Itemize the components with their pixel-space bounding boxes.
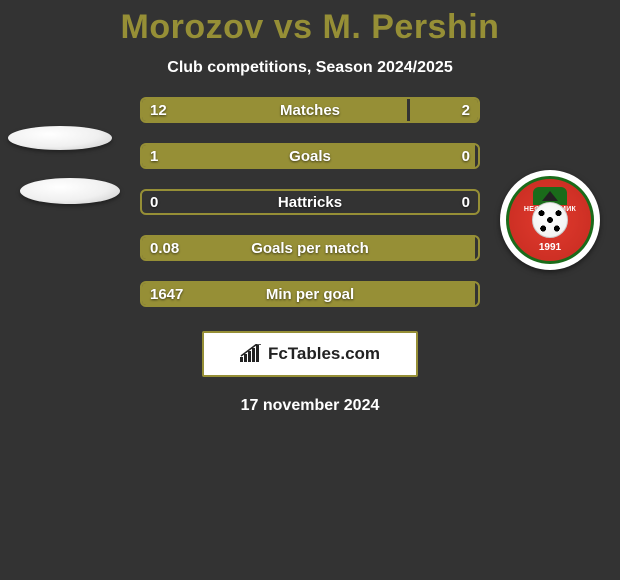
stat-label: Matches	[140, 97, 480, 123]
stat-label: Min per goal	[140, 281, 480, 307]
left-ellipse-badge	[8, 126, 112, 150]
page-title: Morozov vs M. Pershin	[0, 0, 620, 47]
left-ellipse-badge	[20, 178, 120, 204]
club-badge-inner: НЕФТЕХИМИК 1991	[506, 176, 594, 264]
stat-value-right: 2	[462, 97, 470, 123]
brand-text: FcTables.com	[268, 344, 380, 364]
stat-row: 0Hattricks0	[140, 189, 480, 215]
stat-label: Goals per match	[140, 235, 480, 261]
brand-box: FcTables.com	[202, 331, 418, 377]
subtitle: Club competitions, Season 2024/2025	[0, 59, 620, 77]
date-text: 17 november 2024	[0, 397, 620, 415]
bar-chart-icon	[240, 344, 262, 364]
club-badge-right: НЕФТЕХИМИК 1991	[500, 170, 600, 270]
club-badge-year: 1991	[509, 242, 591, 253]
stat-value-right: 0	[462, 189, 470, 215]
stat-row: 1Goals0	[140, 143, 480, 169]
soccer-ball-icon	[532, 202, 568, 238]
stat-row: 1647Min per goal	[140, 281, 480, 307]
stat-row: 0.08Goals per match	[140, 235, 480, 261]
stat-label: Goals	[140, 143, 480, 169]
stat-row: 12Matches2	[140, 97, 480, 123]
stat-label: Hattricks	[140, 189, 480, 215]
stat-value-right: 0	[462, 143, 470, 169]
